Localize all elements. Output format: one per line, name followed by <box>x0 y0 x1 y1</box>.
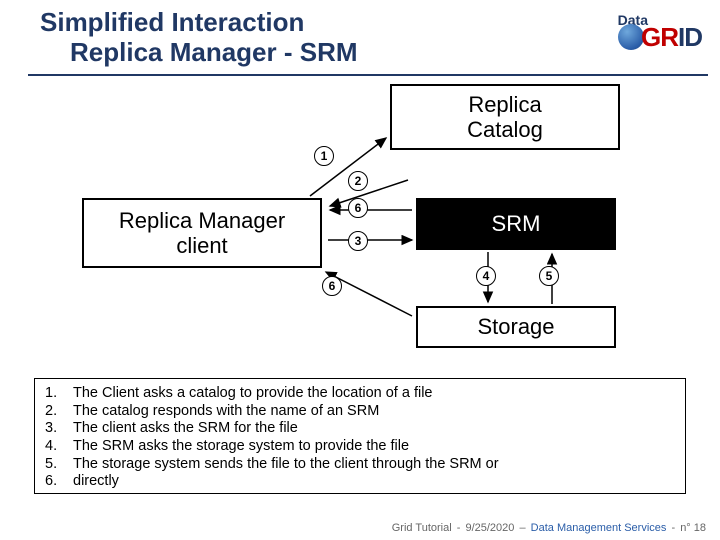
node-srm: SRM <box>416 198 616 250</box>
list-item: 4.The SRM asks the storage system to pro… <box>45 438 675 456</box>
list-item: 5.The storage system sends the file to t… <box>45 456 675 474</box>
node-label: Catalog <box>467 117 543 142</box>
step-text: The storage system sends the file to the… <box>73 456 499 474</box>
node-label: Replica <box>468 92 541 117</box>
node-replica-manager-client: Replica Manager client <box>82 198 322 268</box>
list-item: 2.The catalog responds with the name of … <box>45 403 675 421</box>
step-text: The SRM asks the storage system to provi… <box>73 438 409 456</box>
node-replica-catalog: Replica Catalog <box>390 84 620 150</box>
steps-box: 1.The Client asks a catalog to provide t… <box>34 378 686 494</box>
step-marker-2: 2 <box>348 171 368 191</box>
node-label: Replica Manager <box>119 208 285 233</box>
title-underline <box>28 74 708 76</box>
footer-sep: - <box>671 522 678 534</box>
step-text: The Client asks a catalog to provide the… <box>73 385 432 403</box>
step-marker-6a: 6 <box>348 198 368 218</box>
node-label: client <box>176 233 227 258</box>
footer-left: Grid Tutorial <box>392 522 452 534</box>
step-text: The catalog responds with the name of an… <box>73 403 379 421</box>
footer-date: 9/25/2020 <box>465 522 514 534</box>
diagram-canvas: Replica Catalog Replica Manager client S… <box>0 80 720 370</box>
step-num: 1. <box>45 385 73 403</box>
list-item: 6.directly <box>45 473 675 491</box>
step-text: directly <box>73 473 119 491</box>
step-num: 4. <box>45 438 73 456</box>
title-line-1: Simplified Interaction <box>40 8 590 38</box>
slide-title: Simplified Interaction Replica Manager -… <box>40 8 590 68</box>
step-text: The client asks the SRM for the file <box>73 420 298 438</box>
footer-service: Data Management Services <box>531 522 667 534</box>
step-marker-1: 1 <box>314 146 334 166</box>
footer-sep: - <box>457 522 464 534</box>
list-item: 1.The Client asks a catalog to provide t… <box>45 385 675 403</box>
footer-sep: – <box>519 522 528 534</box>
footer-page: n° 18 <box>680 522 706 534</box>
steps-list: 1.The Client asks a catalog to provide t… <box>45 385 675 491</box>
step-marker-5: 5 <box>539 266 559 286</box>
logo-grid-text: GRID <box>641 22 702 53</box>
step-num: 3. <box>45 420 73 438</box>
step-marker-6b: 6 <box>322 276 342 296</box>
node-label: Storage <box>477 314 554 339</box>
slide-footer: Grid Tutorial - 9/25/2020 – Data Managem… <box>392 522 706 534</box>
datagrid-logo: Data GRID <box>592 10 702 66</box>
list-item: 3.The client asks the SRM for the file <box>45 420 675 438</box>
step-marker-3: 3 <box>348 231 368 251</box>
node-label: SRM <box>492 211 541 236</box>
node-storage: Storage <box>416 306 616 348</box>
step-num: 2. <box>45 403 73 421</box>
step-num: 5. <box>45 456 73 474</box>
logo-grid-blue: ID <box>678 22 702 52</box>
step-num: 6. <box>45 473 73 491</box>
title-line-2: Replica Manager - SRM <box>40 38 590 68</box>
step-marker-4: 4 <box>476 266 496 286</box>
logo-grid-red: GR <box>641 22 678 52</box>
